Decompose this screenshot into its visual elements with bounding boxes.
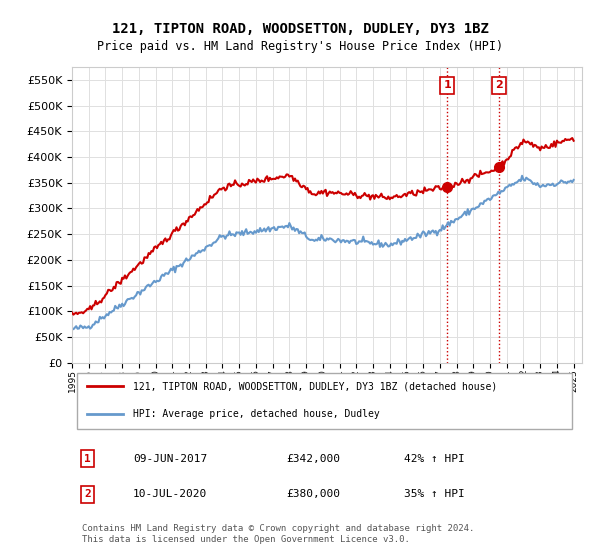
Text: Price paid vs. HM Land Registry's House Price Index (HPI): Price paid vs. HM Land Registry's House …: [97, 40, 503, 53]
Text: 09-JUN-2017: 09-JUN-2017: [133, 454, 208, 464]
Text: 35% ↑ HPI: 35% ↑ HPI: [404, 489, 464, 500]
Text: 121, TIPTON ROAD, WOODSETTON, DUDLEY, DY3 1BZ: 121, TIPTON ROAD, WOODSETTON, DUDLEY, DY…: [112, 22, 488, 36]
Text: 2: 2: [84, 489, 91, 500]
Text: £342,000: £342,000: [286, 454, 340, 464]
Text: 2: 2: [495, 80, 503, 90]
Text: 1: 1: [84, 454, 91, 464]
Text: 42% ↑ HPI: 42% ↑ HPI: [404, 454, 464, 464]
Text: Contains HM Land Registry data © Crown copyright and database right 2024.
This d: Contains HM Land Registry data © Crown c…: [82, 524, 475, 544]
Text: HPI: Average price, detached house, Dudley: HPI: Average price, detached house, Dudl…: [133, 409, 380, 419]
FancyBboxPatch shape: [77, 373, 572, 428]
Text: 1: 1: [443, 80, 451, 90]
Text: 10-JUL-2020: 10-JUL-2020: [133, 489, 208, 500]
Text: £380,000: £380,000: [286, 489, 340, 500]
Text: 121, TIPTON ROAD, WOODSETTON, DUDLEY, DY3 1BZ (detached house): 121, TIPTON ROAD, WOODSETTON, DUDLEY, DY…: [133, 381, 497, 391]
